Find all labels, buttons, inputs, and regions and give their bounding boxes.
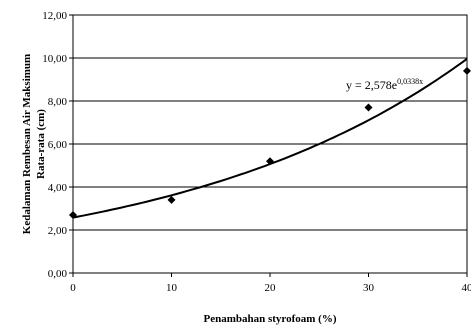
y-axis-title-line1: Kedalaman Rembesan Air Maksimum xyxy=(21,54,33,234)
x-tick-label: 0 xyxy=(70,282,76,294)
y-axis-title: Kedalaman Rembesan Air Maksimum Rata-rat… xyxy=(21,54,47,234)
y-tick-label: 4,00 xyxy=(48,182,68,194)
trendline-equation: y = 2,578e0,0338x xyxy=(346,77,423,92)
y-tick-label: 10,00 xyxy=(42,53,67,65)
y-tick-label: 6,00 xyxy=(48,139,68,151)
data-point xyxy=(69,210,77,219)
data-point xyxy=(463,66,471,75)
y-axis-title-line2: Rata-rata (cm) xyxy=(35,109,47,179)
x-tick-label: 10 xyxy=(166,282,178,294)
y-tick-label: 12,00 xyxy=(42,10,67,22)
x-axis-title: Penambahan styrofoam (%) xyxy=(203,313,336,325)
x-tick-label: 40 xyxy=(462,282,471,294)
y-tick-labels: 0,00 2,00 4,00 6,00 8,00 10,00 12,00 xyxy=(42,10,67,280)
data-point xyxy=(266,157,274,166)
data-point xyxy=(167,195,176,204)
data-points xyxy=(69,66,471,219)
y-tick-label: 2,00 xyxy=(48,225,68,237)
equation-base: y = 2,578e xyxy=(346,78,397,92)
y-tick-label: 0,00 xyxy=(48,268,68,280)
grid-layer xyxy=(69,14,467,274)
y-tick-label: 8,00 xyxy=(48,96,68,108)
x-tick-label: 30 xyxy=(363,282,375,294)
x-tick-label: 20 xyxy=(265,282,277,294)
data-point xyxy=(364,103,373,112)
x-tick-labels: 0 10 20 30 40 xyxy=(70,273,471,294)
equation-exponent: 0,0338x xyxy=(397,77,423,86)
